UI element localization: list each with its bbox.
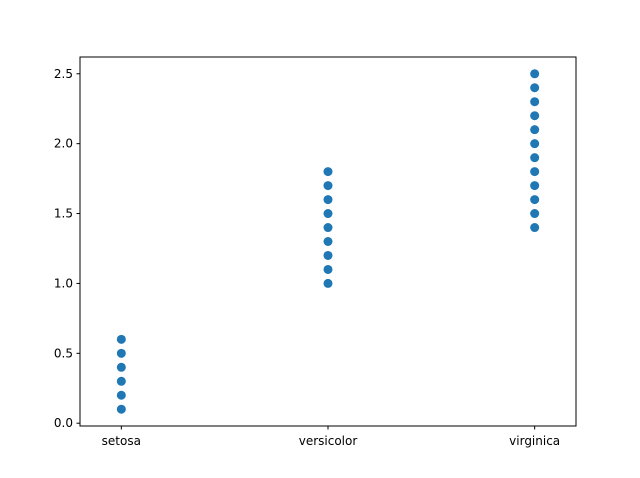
data-point-virginica-3 — [530, 181, 540, 191]
data-point-setosa-2 — [116, 376, 126, 386]
x-tick-label-setosa: setosa — [102, 434, 141, 448]
data-point-virginica-10 — [530, 83, 540, 93]
y-tick-label: 0.5 — [54, 346, 73, 360]
data-point-setosa-1 — [116, 390, 126, 400]
y-tick-label: 1.0 — [54, 276, 73, 290]
data-point-virginica-9 — [530, 97, 540, 107]
data-point-versicolor-6 — [323, 195, 333, 205]
data-point-versicolor-4 — [323, 223, 333, 233]
x-axis: setosa versicolor virginica — [102, 426, 560, 448]
data-point-virginica-0 — [530, 223, 540, 233]
data-point-virginica-8 — [530, 111, 540, 121]
data-point-virginica-2 — [530, 195, 540, 205]
data-point-virginica-1 — [530, 209, 540, 219]
data-points — [116, 69, 540, 414]
y-tick-label: 2.5 — [54, 67, 73, 81]
data-point-versicolor-7 — [323, 181, 333, 191]
data-point-setosa-5 — [116, 334, 126, 344]
data-point-virginica-6 — [530, 139, 540, 149]
data-point-virginica-4 — [530, 167, 540, 177]
data-point-versicolor-1 — [323, 264, 333, 274]
data-point-setosa-3 — [116, 362, 126, 372]
x-tick-label-virginica: virginica — [509, 434, 560, 448]
y-axis: 0.0 0.5 1.0 1.5 2.0 2.5 — [54, 67, 80, 430]
data-point-virginica-7 — [530, 125, 540, 135]
plot-frame — [79, 56, 577, 427]
x-tick-label-versicolor: versicolor — [299, 434, 358, 448]
data-point-versicolor-0 — [323, 278, 333, 288]
data-point-virginica-5 — [530, 153, 540, 163]
y-tick-label: 1.5 — [54, 207, 73, 221]
data-point-setosa-0 — [116, 404, 126, 414]
y-tick-label: 0.0 — [54, 416, 73, 430]
data-point-setosa-4 — [116, 348, 126, 358]
data-point-versicolor-3 — [323, 237, 333, 246]
data-point-versicolor-8 — [323, 167, 333, 177]
y-tick-label: 2.0 — [54, 137, 73, 151]
data-point-versicolor-2 — [323, 250, 333, 260]
data-point-versicolor-5 — [323, 209, 333, 219]
data-point-virginica-11 — [530, 69, 540, 79]
